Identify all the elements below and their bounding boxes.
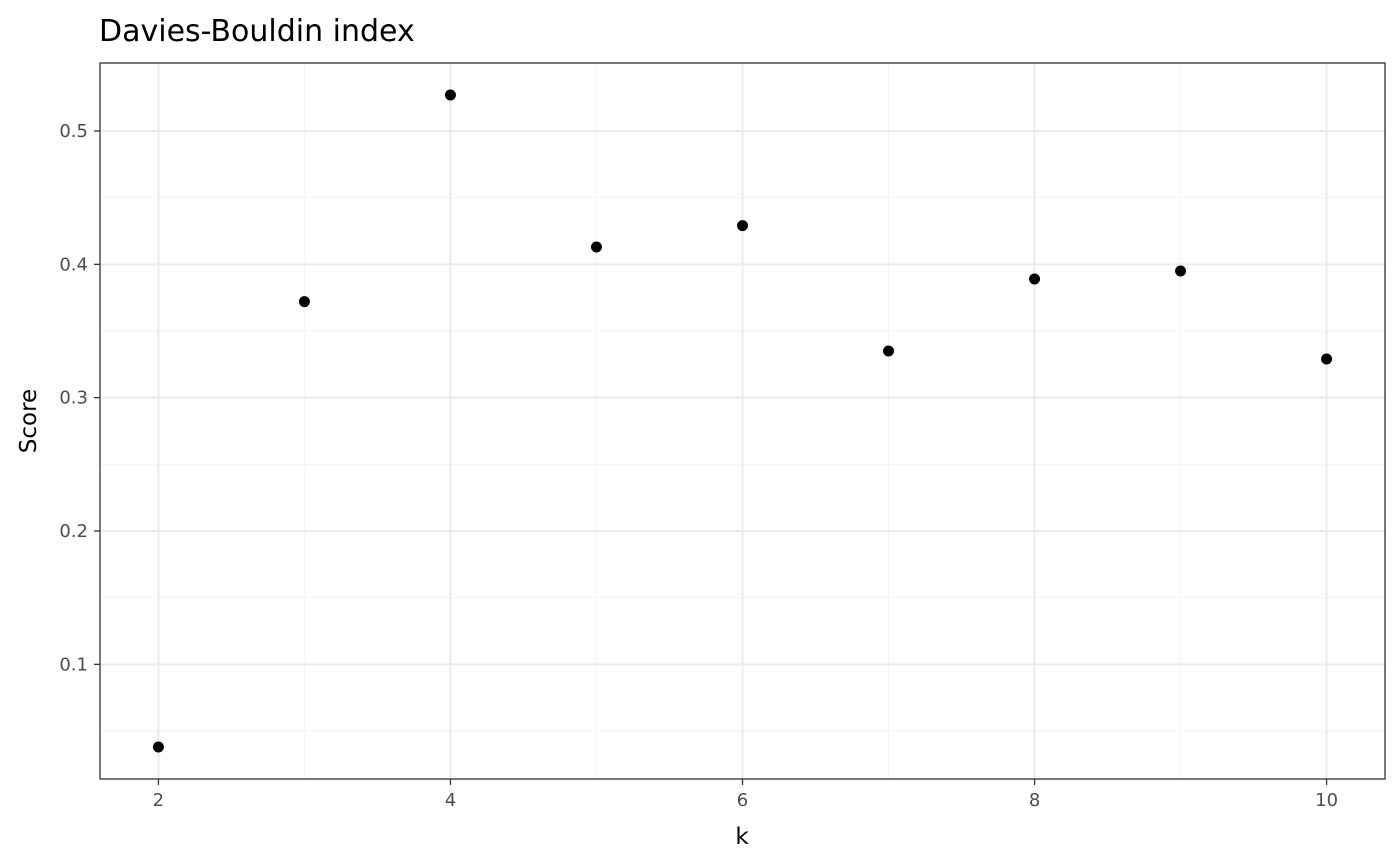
data-point [298,296,310,308]
data-points [152,89,1333,753]
data-point [444,89,456,101]
y-tick-label: 0.1 [59,654,88,675]
x-tick-label: 10 [1315,790,1338,811]
x-tick-label: 8 [1029,790,1040,811]
y-axis-title: Score [16,389,42,453]
data-point [737,220,748,232]
x-axis-title: k [735,824,749,850]
data-point [1321,353,1333,365]
y-tick-label: 0.3 [59,388,88,409]
y-axis-ticks: 0.1 0.2 0.3 0.4 0.5 [59,121,100,675]
x-tick-label: 2 [153,790,164,811]
data-point [152,741,164,753]
data-point [590,241,602,253]
x-tick-label: 4 [445,790,456,811]
data-point [1175,265,1187,277]
data-point [883,345,895,357]
x-tick-label: 6 [737,790,748,811]
y-tick-label: 0.4 [59,254,88,275]
major-gridlines [100,63,1385,779]
data-point [1029,273,1041,285]
chart-title: Davies-Bouldin index [99,14,415,49]
y-tick-label: 0.5 [59,121,88,142]
x-axis-ticks: 2 4 6 8 10 [153,779,1338,811]
y-tick-label: 0.2 [59,521,88,542]
